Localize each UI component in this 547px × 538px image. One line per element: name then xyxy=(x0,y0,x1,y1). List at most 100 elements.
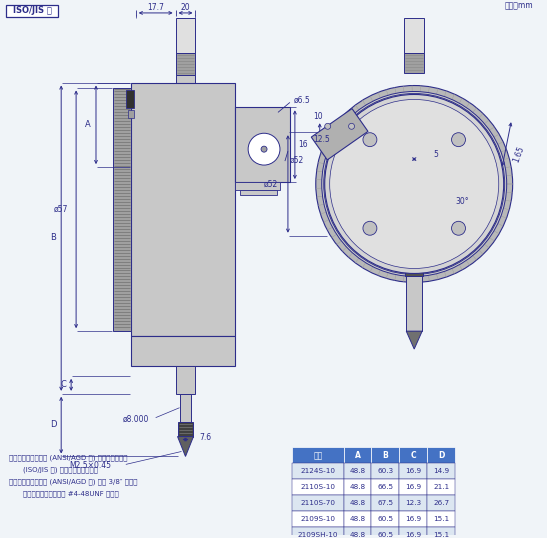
Text: 48.8: 48.8 xyxy=(350,516,365,522)
Bar xyxy=(371,463,399,479)
Bar xyxy=(399,463,427,479)
Bar xyxy=(399,511,427,527)
Bar xyxy=(179,394,191,422)
Text: 2110S-10: 2110S-10 xyxy=(300,484,335,490)
Circle shape xyxy=(363,133,377,147)
Text: ø52: ø52 xyxy=(264,180,278,188)
Bar xyxy=(406,277,422,331)
Bar xyxy=(344,448,371,463)
Bar xyxy=(404,53,424,73)
Text: 20: 20 xyxy=(181,3,190,12)
Bar xyxy=(176,18,195,53)
Text: M2.5×0.45: M2.5×0.45 xyxy=(69,461,111,470)
Bar xyxy=(128,110,134,118)
Bar xyxy=(131,82,235,336)
Text: A: A xyxy=(354,451,360,460)
Text: 66.5: 66.5 xyxy=(377,484,393,490)
Text: 5: 5 xyxy=(434,150,439,159)
Circle shape xyxy=(452,221,465,235)
Circle shape xyxy=(325,123,331,129)
Circle shape xyxy=(325,95,504,273)
Bar xyxy=(131,336,235,366)
Circle shape xyxy=(248,133,280,165)
Text: 2124S-10: 2124S-10 xyxy=(300,469,335,475)
Bar xyxy=(176,366,195,394)
Text: 60.3: 60.3 xyxy=(377,469,393,475)
Text: 7.6: 7.6 xyxy=(199,433,212,442)
Bar xyxy=(371,448,399,463)
Text: 60.5: 60.5 xyxy=(377,532,393,538)
Text: 注１：英制型千分表 (ANSI/AGD 型) 和公制型千分表: 注１：英制型千分表 (ANSI/AGD 型) 和公制型千分表 xyxy=(9,454,128,461)
Text: (ISO/JIS 型) 在尺寸上略有不同。: (ISO/JIS 型) 在尺寸上略有不同。 xyxy=(24,466,98,473)
Text: 2109S-10: 2109S-10 xyxy=(300,516,335,522)
Text: 16.9: 16.9 xyxy=(405,532,421,538)
Text: 48.8: 48.8 xyxy=(350,469,365,475)
Bar xyxy=(427,511,455,527)
Circle shape xyxy=(324,94,505,274)
Text: 单位：mm: 单位：mm xyxy=(505,2,533,10)
Bar xyxy=(176,75,195,82)
Text: 12.3: 12.3 xyxy=(405,500,421,506)
Bar xyxy=(399,479,427,495)
Text: 1.65: 1.65 xyxy=(511,145,526,164)
Bar xyxy=(399,527,427,538)
Text: D: D xyxy=(50,420,56,429)
Text: C: C xyxy=(60,380,66,390)
Bar xyxy=(126,90,134,108)
Text: B: B xyxy=(382,451,388,460)
Bar xyxy=(292,511,344,527)
Text: ø52: ø52 xyxy=(290,155,304,165)
Text: 67.5: 67.5 xyxy=(377,500,393,506)
Text: D: D xyxy=(438,451,444,460)
Bar xyxy=(7,5,58,17)
Text: 2109SH-10: 2109SH-10 xyxy=(298,532,338,538)
Circle shape xyxy=(316,86,513,282)
Circle shape xyxy=(348,123,354,129)
Circle shape xyxy=(322,91,507,277)
Text: 12.5: 12.5 xyxy=(313,134,330,144)
Polygon shape xyxy=(406,331,422,349)
Text: 48.8: 48.8 xyxy=(350,532,365,538)
Bar xyxy=(344,479,371,495)
Bar xyxy=(292,527,344,538)
Text: 16.9: 16.9 xyxy=(405,469,421,475)
Bar xyxy=(371,495,399,511)
Bar xyxy=(113,88,131,331)
Text: 14.9: 14.9 xyxy=(433,469,449,475)
Bar xyxy=(240,190,277,195)
Text: 16: 16 xyxy=(298,140,307,148)
Text: 16.9: 16.9 xyxy=(405,484,421,490)
Bar xyxy=(399,495,427,511)
Text: 注２：英制型千分表 (ANSI/AGD 型) 带有 3/8″ 外径的: 注２：英制型千分表 (ANSI/AGD 型) 带有 3/8″ 外径的 xyxy=(9,478,138,485)
Bar xyxy=(292,495,344,511)
Text: 货号: 货号 xyxy=(313,451,322,460)
Bar xyxy=(178,422,194,436)
Bar xyxy=(344,495,371,511)
Text: ø57: ø57 xyxy=(54,204,68,214)
Text: B: B xyxy=(50,233,56,242)
Polygon shape xyxy=(311,109,368,160)
Text: 16.9: 16.9 xyxy=(405,516,421,522)
Text: 21.1: 21.1 xyxy=(433,484,449,490)
Bar xyxy=(344,463,371,479)
Bar xyxy=(427,463,455,479)
Circle shape xyxy=(330,100,499,268)
Bar xyxy=(344,527,371,538)
Bar xyxy=(427,527,455,538)
Text: 2110S-70: 2110S-70 xyxy=(300,500,335,506)
Text: 26.7: 26.7 xyxy=(433,500,449,506)
Bar xyxy=(404,18,424,53)
Bar xyxy=(371,511,399,527)
Bar xyxy=(405,265,423,277)
Text: 15.1: 15.1 xyxy=(433,532,449,538)
Text: 17.7: 17.7 xyxy=(147,3,164,12)
Circle shape xyxy=(452,133,465,147)
Bar xyxy=(292,448,344,463)
Text: 48.8: 48.8 xyxy=(350,500,365,506)
Text: 10: 10 xyxy=(313,112,323,121)
Bar xyxy=(292,479,344,495)
Bar xyxy=(427,495,455,511)
Circle shape xyxy=(363,221,377,235)
Text: 轴套和用于安装测针的 #4-48UNF 较纹。: 轴套和用于安装测针的 #4-48UNF 较纹。 xyxy=(24,490,119,497)
Bar xyxy=(344,511,371,527)
